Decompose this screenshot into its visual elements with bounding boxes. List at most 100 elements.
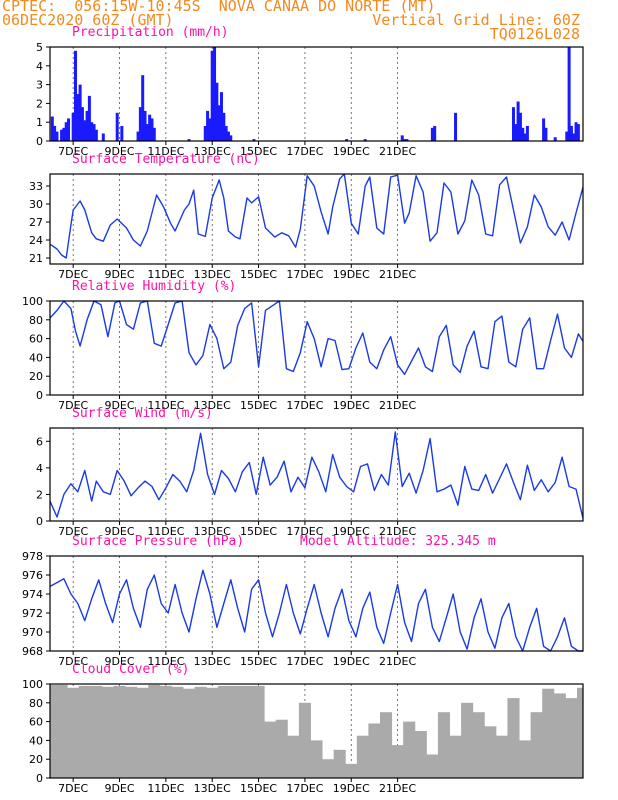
precip-bar <box>141 75 145 141</box>
x-tick-label: 17DEC <box>286 782 323 795</box>
precip-bar <box>213 47 217 141</box>
x-tick-label: 19DEC <box>333 525 370 538</box>
precip-bar <box>572 133 576 141</box>
y-tick-label: 1 <box>36 116 43 129</box>
precip-bar <box>516 101 520 141</box>
x-tick-label: 9DEC <box>104 268 134 281</box>
y-tick-label: 2 <box>36 488 43 501</box>
precip-bar <box>525 125 529 141</box>
y-tick-label: 40 <box>29 351 43 364</box>
cloud-bar <box>183 688 196 778</box>
y-tick-label: 972 <box>22 607 43 620</box>
precip-bar <box>511 107 515 141</box>
precip-bar <box>523 133 527 141</box>
y-tick-label: 4 <box>36 462 43 475</box>
precip-bar <box>152 127 156 141</box>
cloud-bar <box>78 685 91 778</box>
precip-bar <box>80 107 84 141</box>
cloud-bar <box>229 685 242 778</box>
x-tick-label: 11DEC <box>147 655 184 668</box>
x-tick-label: 21DEC <box>379 782 416 795</box>
x-tick-label: 7DEC <box>58 145 88 158</box>
plot-frame <box>49 173 584 265</box>
y-tick-label: 2 <box>36 97 43 110</box>
x-tick-label: 15DEC <box>240 655 277 668</box>
series-line <box>49 569 583 652</box>
y-tick-label: 6 <box>36 435 43 448</box>
x-tick-label: 17DEC <box>286 525 323 538</box>
precip-bar <box>94 129 98 141</box>
panel-1: 0 1 2 3 4 5 7DEC 9DEC 11DEC 13DEC 15DEC 17DEC 19DEC 2… <box>36 25 584 158</box>
cloud-bar <box>252 685 265 778</box>
y-tick-label: 0 <box>36 515 43 528</box>
precip-bar <box>76 94 80 141</box>
x-tick-label: 7DEC <box>58 782 88 795</box>
x-tick-label: 19DEC <box>333 655 370 668</box>
cloud-bar <box>101 686 114 778</box>
cloud-bar <box>194 686 207 778</box>
x-tick-label: 21DEC <box>379 268 416 281</box>
precip-bar <box>215 82 219 141</box>
plot-frame <box>49 300 584 396</box>
header-grid-note: Vertical Grid Line: 60Z <box>372 11 580 29</box>
y-tick-label: 3 <box>36 79 43 92</box>
cloud-bar <box>240 685 254 778</box>
y-tick-label: 0 <box>36 389 43 402</box>
precip-bar <box>405 139 409 141</box>
x-tick-label: 13DEC <box>194 782 231 795</box>
precip-bar <box>229 135 233 141</box>
series-line <box>49 300 584 375</box>
precip-bar <box>71 112 75 141</box>
precip-bar <box>400 135 404 141</box>
precip-bar <box>210 50 214 142</box>
x-tick-label: 19DEC <box>333 145 370 158</box>
cloud-bar <box>472 712 485 778</box>
cloud-bar <box>403 721 416 778</box>
cloud-bar <box>426 754 439 778</box>
panel-title: Surface Wind (m/s) <box>72 406 213 421</box>
precip-bar <box>252 139 256 141</box>
x-tick-label: 11DEC <box>147 782 184 795</box>
cloud-bar <box>171 686 184 778</box>
cloud-bar <box>125 686 138 778</box>
y-tick-label: 20 <box>29 370 43 383</box>
cloud-bar <box>519 740 532 778</box>
y-tick-label: 30 <box>29 198 43 211</box>
precip-bar <box>433 125 437 141</box>
x-tick-label: 11DEC <box>147 145 184 158</box>
cloud-bar <box>322 759 335 778</box>
cloud-bar <box>217 685 230 778</box>
precip-bar <box>542 118 546 141</box>
y-tick-label: 0 <box>36 772 43 785</box>
y-tick-label: 27 <box>29 216 43 229</box>
x-tick-label: 13DEC <box>194 145 231 158</box>
panel-title: Precipitation (mm/h) <box>72 25 229 40</box>
x-tick-label: 17DEC <box>286 145 323 158</box>
x-tick-label: 21DEC <box>379 399 416 412</box>
series-line <box>49 173 584 259</box>
panel-title: Surface Temperature (nC) <box>72 152 260 167</box>
y-tick-label: 60 <box>29 716 43 729</box>
x-tick-label: 9DEC <box>104 525 134 538</box>
cloud-bar <box>310 740 323 778</box>
header-line1: CPTEC: 056:15W-10:45S NOVA CANAA DO NORT… <box>2 0 436 15</box>
cloud-bar <box>356 735 369 778</box>
x-tick-label: 7DEC <box>58 525 88 538</box>
y-tick-label: 33 <box>29 180 43 193</box>
precip-bar <box>363 139 367 141</box>
cloud-bar <box>206 687 219 778</box>
panel-annotation: Model Altitude: 325.345 m <box>300 534 496 549</box>
precip-bar <box>136 131 140 141</box>
precip-bar <box>64 122 68 141</box>
x-tick-label: 7DEC <box>58 655 88 668</box>
y-tick-label: 40 <box>29 734 43 747</box>
y-tick-label: 60 <box>29 333 43 346</box>
precip-bar <box>222 112 226 141</box>
y-tick-label: 20 <box>29 753 43 766</box>
precip-bar <box>553 137 557 141</box>
precip-bar <box>53 125 57 141</box>
cloud-bar <box>565 698 578 778</box>
precip-bar <box>67 118 71 141</box>
x-tick-label: 17DEC <box>286 399 323 412</box>
